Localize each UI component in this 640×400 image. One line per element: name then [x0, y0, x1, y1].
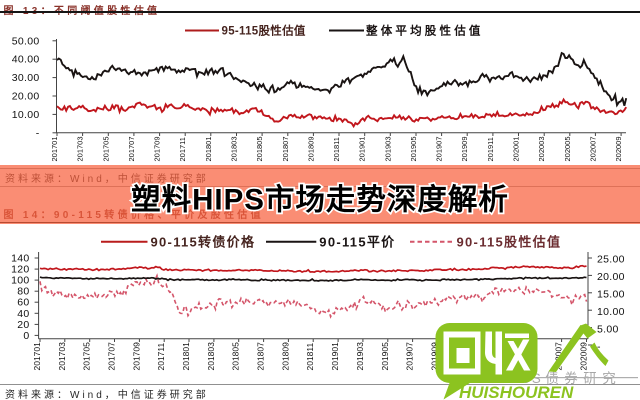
svg-text:202009: 202009 [579, 342, 589, 371]
svg-text:201909: 201909 [429, 342, 439, 371]
svg-text:201801: 201801 [204, 136, 213, 161]
svg-text:201711: 201711 [156, 342, 166, 370]
svg-text:201707: 201707 [127, 136, 136, 161]
svg-text:201701: 201701 [32, 342, 42, 371]
svg-text:201703: 201703 [57, 342, 67, 371]
svg-text:201905: 201905 [409, 136, 418, 161]
svg-text:201905: 201905 [380, 342, 390, 371]
svg-text:201707: 201707 [107, 342, 117, 371]
svg-text:202005: 202005 [529, 342, 539, 371]
svg-text:90-115转债价格: 90-115转债价格 [151, 234, 256, 249]
svg-text:202007: 202007 [588, 136, 597, 161]
svg-text:10.00: 10.00 [597, 306, 625, 318]
svg-text:202009: 202009 [614, 136, 623, 161]
svg-text:201703: 201703 [76, 136, 85, 161]
svg-text:202003: 202003 [504, 342, 514, 371]
svg-text:201803: 201803 [230, 136, 239, 161]
svg-text:10.00: 10.00 [12, 109, 40, 121]
svg-text:202005: 202005 [563, 136, 572, 161]
svg-text:201803: 201803 [206, 342, 216, 371]
svg-text:201907: 201907 [435, 136, 444, 161]
svg-text:90-115股性估值: 90-115股性估值 [457, 234, 562, 249]
svg-text:201801: 201801 [181, 342, 191, 371]
svg-text:201805: 201805 [231, 342, 241, 371]
svg-text:整体平均股性估值: 整体平均股性估值 [365, 24, 484, 38]
svg-text:201901: 201901 [358, 136, 367, 161]
svg-text:201911: 201911 [454, 342, 464, 370]
svg-text:90-115平价: 90-115平价 [319, 234, 395, 249]
svg-text:201709: 201709 [131, 342, 141, 371]
svg-text:95-115股性估值: 95-115股性估值 [222, 24, 306, 38]
svg-text:20.00: 20.00 [597, 271, 625, 283]
svg-text:202007: 202007 [554, 342, 564, 371]
svg-text:201909: 201909 [460, 136, 469, 161]
svg-text:201911: 201911 [486, 137, 495, 161]
svg-text:201901: 201901 [330, 342, 340, 371]
svg-text:100: 100 [11, 275, 29, 287]
svg-text:201705: 201705 [101, 136, 110, 161]
svg-text:201807: 201807 [256, 342, 266, 371]
svg-text:201907: 201907 [405, 342, 415, 371]
svg-text:201711: 201711 [178, 137, 187, 161]
svg-text:120: 120 [11, 264, 29, 276]
svg-text:201903: 201903 [383, 136, 392, 161]
svg-text:140: 140 [11, 253, 29, 265]
svg-text:0: 0 [23, 330, 29, 342]
svg-text:50.00: 50.00 [12, 35, 40, 47]
svg-text:201701: 201701 [50, 136, 59, 161]
svg-text:-: - [597, 341, 601, 353]
svg-text:30.00: 30.00 [12, 72, 40, 84]
svg-text:40: 40 [17, 308, 29, 320]
svg-text:20: 20 [17, 319, 29, 331]
svg-text:201809: 201809 [306, 136, 315, 161]
svg-text:20.00: 20.00 [12, 91, 40, 103]
svg-text:202003: 202003 [537, 136, 546, 161]
svg-text:25.00: 25.00 [597, 254, 625, 266]
svg-text:202001: 202001 [512, 136, 521, 161]
svg-text:201805: 201805 [255, 136, 264, 161]
svg-text:40.00: 40.00 [12, 54, 40, 66]
svg-text:201807: 201807 [281, 136, 290, 161]
svg-text:60: 60 [17, 297, 29, 309]
svg-text:5.00: 5.00 [597, 324, 619, 336]
svg-text:201705: 201705 [82, 342, 92, 371]
svg-text:201903: 201903 [355, 342, 365, 371]
svg-text:-: - [36, 127, 40, 139]
svg-text:80: 80 [17, 286, 29, 298]
svg-text:15.00: 15.00 [597, 289, 625, 301]
svg-text:201709: 201709 [153, 136, 162, 161]
svg-text:202001: 202001 [479, 342, 489, 371]
svg-text:201809: 201809 [280, 342, 290, 371]
svg-text:201811: 201811 [332, 137, 341, 161]
svg-text:201811: 201811 [305, 342, 315, 370]
